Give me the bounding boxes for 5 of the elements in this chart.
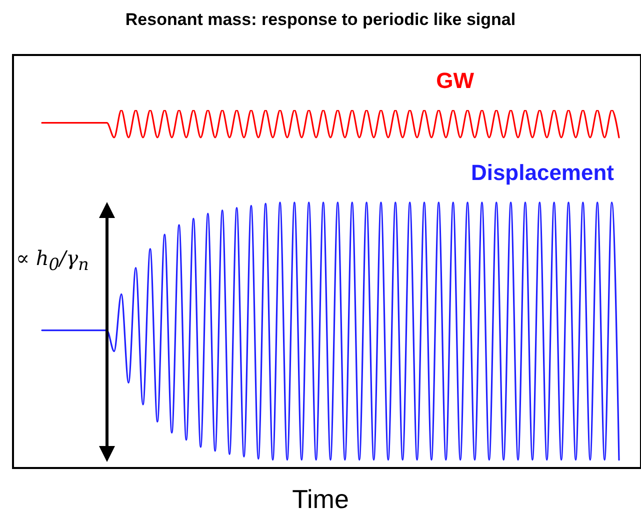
- series-label: GW: [435, 68, 474, 94]
- x-axis-title: Time: [291, 484, 350, 515]
- series-label: Displacement: [470, 160, 614, 186]
- chart-title: Resonant mass: response to periodic like signal: [124, 10, 517, 30]
- annotation: ∝ h$_{0}$/γ$_{n}$: [16, 246, 89, 274]
